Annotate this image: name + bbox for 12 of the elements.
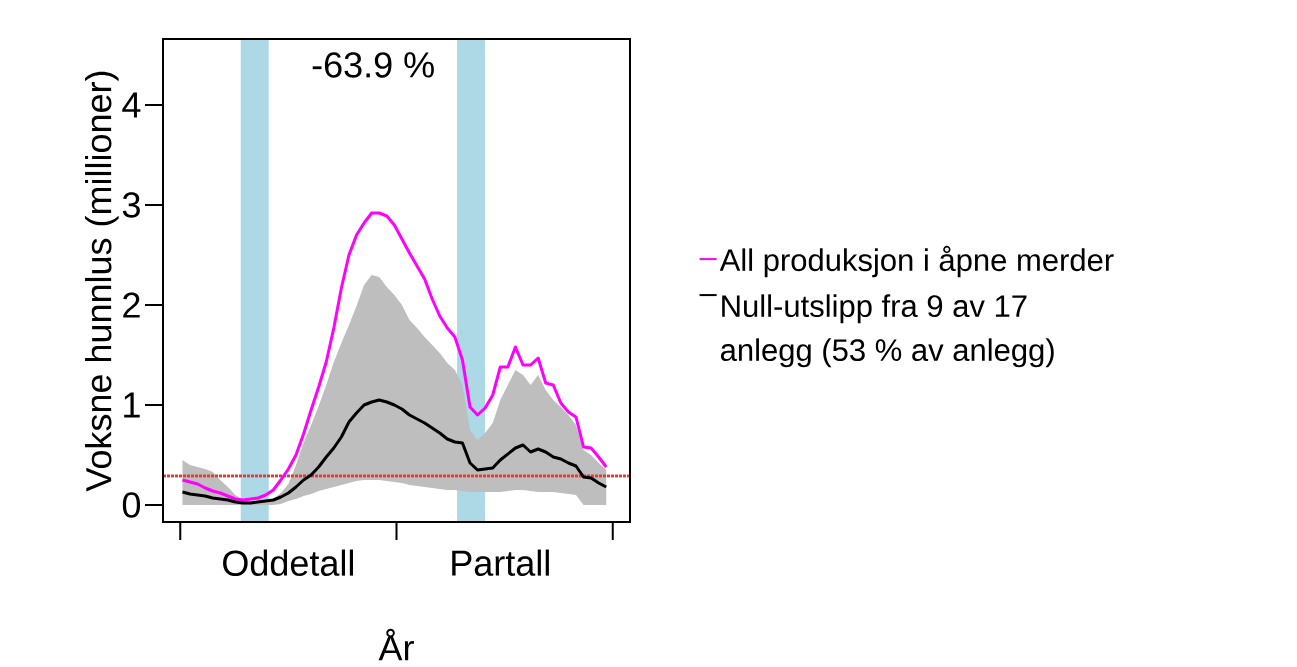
x-tick-label: Partall: [452, 549, 549, 576]
y-tick-label: 4: [122, 92, 141, 118]
legend-label: All produksjon i åpne merder: [719, 245, 1114, 278]
y-tick-label: 1: [124, 392, 140, 418]
annotation: -63.9 %: [312, 52, 434, 78]
x-axis-title: År: [378, 628, 414, 661]
y-tick-label: 2: [123, 292, 140, 318]
legend-label: Null-utslipp fra 9 av 17 anlegg (53 % av anlegg): [720, 294, 1054, 368]
y-tick-label: 3: [122, 192, 140, 218]
x-tick-label: Oddetall: [223, 549, 354, 576]
y-axis-title: Voksne hunnlus (millioner): [85, 71, 119, 492]
y-tick-label: 0: [122, 492, 141, 518]
